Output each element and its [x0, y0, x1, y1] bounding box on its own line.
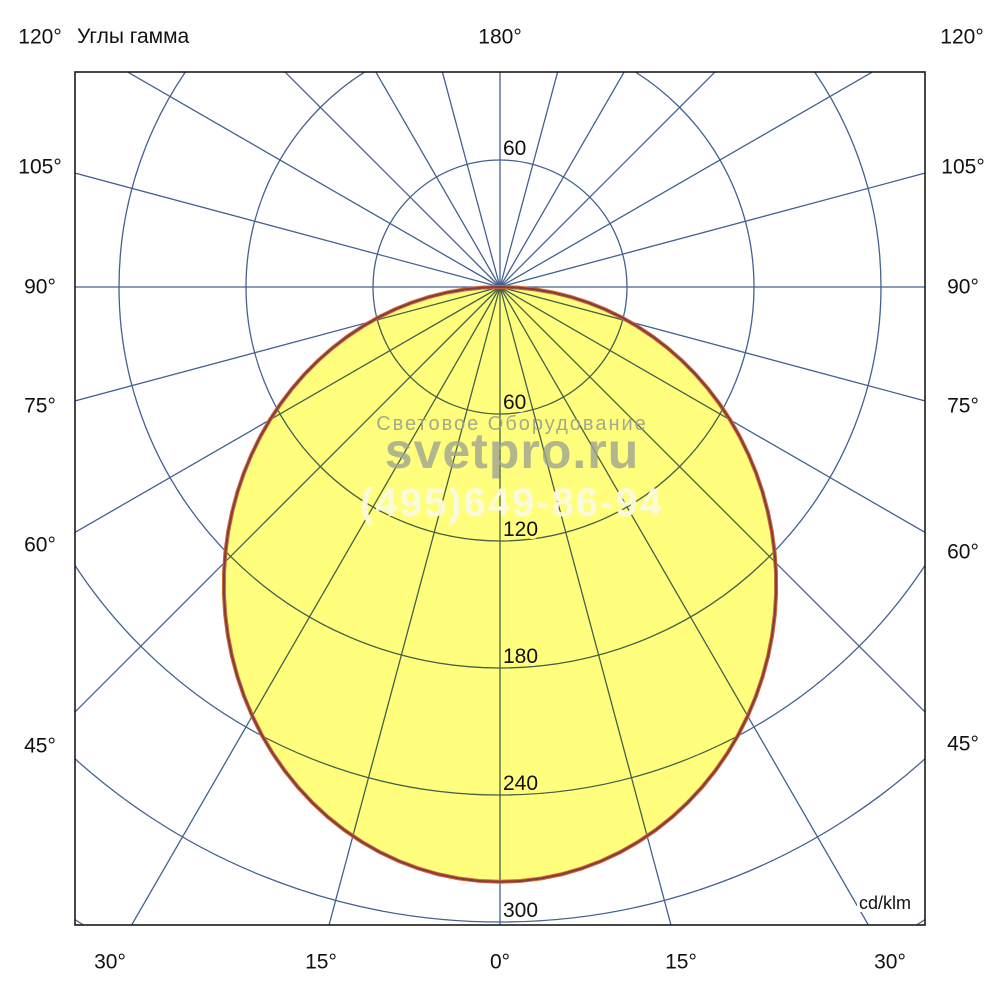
- gamma-label-right-105: 105°: [941, 155, 985, 179]
- grid-spoke-285: [75, 286, 501, 402]
- plot-border: [74, 71, 926, 926]
- radial-value-label-300: 300: [503, 899, 538, 922]
- grid-spoke-165: [499, 72, 559, 288]
- grid-spoke-150: [499, 72, 625, 288]
- gamma-label-left-45: 45°: [24, 734, 56, 758]
- grid-spoke-75: [499, 286, 925, 402]
- gamma-label-right-60: 60°: [947, 540, 979, 564]
- radial-value-label-240: 240: [503, 772, 538, 795]
- gamma-label-bottom-30-right: 30°: [874, 950, 906, 974]
- intensity-curve-fill: [223, 287, 777, 882]
- gamma-label-bottom-30-left: 30°: [94, 950, 126, 974]
- unit-label-cd-klm: cd/klm: [857, 893, 914, 913]
- radial-value-label-60: 60: [503, 391, 526, 414]
- gamma-label-left-90: 90°: [24, 275, 56, 299]
- radial-value-label-60: 60: [503, 137, 526, 160]
- grid-spoke-135: [499, 72, 716, 288]
- gamma-label-left-60: 60°: [24, 533, 56, 557]
- gamma-label-top-left-120: 120°: [18, 25, 62, 49]
- gamma-label-top-center-180: 180°: [478, 25, 522, 49]
- gamma-label-left-75: 75°: [24, 394, 56, 418]
- gamma-label-bottom-15-right: 15°: [665, 950, 697, 974]
- gamma-label-right-45: 45°: [947, 732, 979, 756]
- radial-value-label-180: 180: [503, 645, 538, 668]
- gamma-label-bottom-0: 0°: [489, 950, 511, 974]
- gamma-label-top-right-120: 120°: [940, 25, 984, 49]
- gamma-label-left-105: 105°: [18, 155, 62, 179]
- radial-value-label-120: 120: [503, 518, 538, 541]
- grid-spoke-225: [284, 72, 501, 288]
- gamma-label-right-90: 90°: [947, 275, 979, 299]
- intensity-curve-outline: [222, 285, 778, 883]
- grid-spoke-240: [126, 72, 501, 288]
- grid-spoke-210: [375, 72, 501, 288]
- gamma-label-right-75: 75°: [947, 394, 979, 418]
- gamma-label-bottom-15-left: 15°: [305, 950, 337, 974]
- grid-spoke-195: [441, 72, 501, 288]
- grid-spoke-120: [499, 72, 874, 288]
- grid-spoke-255: [75, 172, 501, 288]
- grid-spoke-105: [499, 172, 925, 288]
- page-title: Углы гамма: [77, 25, 190, 48]
